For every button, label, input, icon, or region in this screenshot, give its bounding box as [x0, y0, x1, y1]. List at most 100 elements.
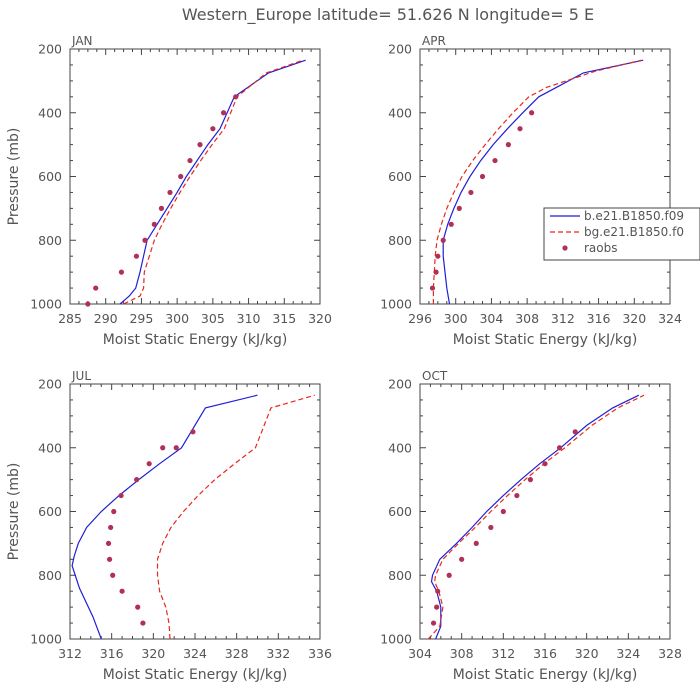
x-tick-label: 316: [533, 646, 557, 661]
x-tick-label: 305: [201, 311, 225, 326]
raobs-point: [492, 157, 498, 164]
raobs-point: [435, 588, 441, 594]
raobs-point: [542, 461, 548, 467]
raobs-point: [514, 492, 520, 499]
legend-box: [543, 207, 700, 261]
raobs-point: [85, 301, 91, 307]
x-tick-label: 300: [444, 311, 468, 326]
raobs-point: [488, 524, 494, 531]
y-tick-label: 400: [388, 105, 412, 120]
x-axis-label: Moist Static Energy (kJ/kg): [453, 667, 638, 683]
raobs-point: [433, 269, 439, 275]
panel-title: JAN: [71, 34, 93, 48]
x-tick-label: 320: [622, 311, 646, 326]
series-line-bg-e21-b1850-f0: [123, 59, 304, 305]
x-tick-label: 300: [165, 311, 189, 326]
y-tick-label: 600: [38, 169, 62, 184]
y-tick-label: 400: [38, 105, 62, 120]
raobs-point: [430, 620, 437, 626]
x-tick-label: 320: [575, 646, 599, 661]
y-tick-label: 1000: [30, 297, 62, 312]
y-tick-label: 400: [388, 440, 412, 455]
x-axis-label: Moist Static Energy (kJ/kg): [103, 667, 288, 683]
panel-oct: 304 308 312 316 320 324 328 200 400 600 800 1000 OCT…: [380, 369, 682, 683]
x-tick-label: 308: [515, 311, 539, 326]
legend: b.e21.B1850.f09 bg.e21.B1850.f0 raobs: [543, 207, 700, 261]
x-tick-label: 296: [408, 311, 432, 326]
raobs-point: [158, 205, 165, 211]
figure-title: Western_Europe latitude= 51.626 N longit…: [182, 5, 594, 25]
plot-frame: [69, 383, 321, 640]
x-tick-label: 332: [266, 646, 290, 661]
series-line-b-e21-b1850-f09: [71, 394, 258, 640]
raobs-point: [429, 285, 436, 291]
x-tick-label: 304: [408, 646, 432, 661]
y-tick-label: 800: [388, 233, 412, 248]
raobs-point: [220, 110, 227, 116]
x-tick-label: 290: [94, 311, 118, 326]
raobs-point: [151, 221, 157, 227]
raobs-point: [106, 556, 113, 562]
x-tick-label: 285: [58, 311, 82, 326]
x-tick-label: 312: [491, 646, 515, 661]
x-tick-label: 295: [129, 311, 153, 326]
raobs-point: [133, 253, 140, 259]
x-axis-label: Moist Static Energy (kJ/kg): [103, 332, 288, 348]
raobs-point: [118, 269, 125, 275]
raobs-point: [187, 157, 193, 164]
raobs-point: [108, 524, 114, 531]
series-line-bg-e21-b1850-f0: [432, 59, 642, 304]
y-tick-label: 800: [38, 233, 62, 248]
series-line-bg-e21-b1850-f0: [156, 394, 315, 640]
y-tick-label: 800: [38, 568, 62, 583]
raobs-point: [173, 445, 179, 451]
raobs-point: [93, 285, 99, 291]
y-tick-label: 600: [38, 504, 62, 519]
y-tick-label: 1000: [30, 632, 62, 647]
raobs-point: [500, 508, 506, 515]
raobs-point: [190, 429, 196, 435]
x-tick-label: 304: [479, 311, 503, 326]
panel-title: OCT: [422, 369, 448, 383]
legend-swatch-dot: [562, 245, 568, 251]
x-tick-label: 324: [658, 311, 682, 326]
raobs-point: [135, 604, 141, 610]
raobs-point: [505, 142, 511, 148]
plot-frame: [69, 48, 321, 305]
panel-title: APR: [422, 34, 446, 48]
y-axis-label: Pressure (mb): [6, 128, 22, 226]
raobs-point: [210, 126, 216, 132]
x-tick-label: 308: [450, 646, 474, 661]
raobs-point: [527, 477, 534, 483]
series-line-b-e21-b1850-f09: [442, 59, 644, 305]
raobs-point: [435, 253, 441, 259]
raobs-point: [140, 620, 146, 626]
x-tick-label: 315: [272, 311, 296, 326]
legend-label-2: raobs: [584, 241, 618, 255]
panel-jan: 285 290 295 300 305 310 315 320 200 400 600 800 1000…: [6, 34, 332, 348]
raobs-point: [233, 94, 239, 100]
raobs-point: [479, 173, 486, 180]
raobs-point: [119, 588, 125, 594]
x-axis-label: Moist Static Energy (kJ/kg): [453, 332, 638, 348]
raobs-point: [434, 604, 440, 610]
raobs-point: [440, 237, 446, 243]
y-tick-label: 800: [388, 568, 412, 583]
x-tick-label: 336: [308, 646, 332, 661]
raobs-point: [167, 189, 173, 196]
raobs-point: [178, 173, 184, 180]
raobs-point: [142, 237, 148, 243]
series-line-b-e21-b1850-f09: [430, 394, 640, 640]
raobs-point: [448, 221, 454, 227]
raobs-point: [110, 572, 116, 578]
series-line-b-e21-b1850-f09: [119, 59, 306, 305]
x-tick-label: 324: [183, 646, 207, 661]
raobs-point: [197, 142, 203, 148]
legend-label-1: bg.e21.B1850.f0: [584, 225, 684, 239]
x-tick-label: 320: [141, 646, 165, 661]
x-tick-label: 324: [616, 646, 640, 661]
y-tick-label: 400: [38, 440, 62, 455]
panel-jul: 312 316 320 324 328 332 336 200 400 600 800 1000 JUL…: [6, 369, 332, 683]
raobs-point: [473, 540, 479, 546]
y-tick-label: 200: [38, 42, 62, 57]
